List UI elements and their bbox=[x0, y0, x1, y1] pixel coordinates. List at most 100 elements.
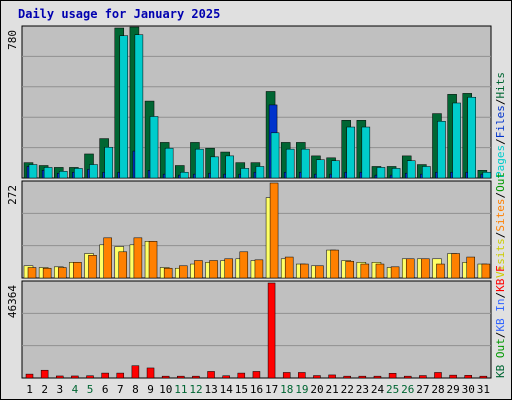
x-tick-label: 1 bbox=[26, 383, 33, 396]
bar-pages bbox=[180, 171, 189, 179]
bar-sites bbox=[436, 263, 445, 279]
legend-top-entry: Hits bbox=[494, 72, 507, 99]
bar-kbf bbox=[56, 375, 64, 379]
legend-middle-entry: Sites bbox=[494, 199, 507, 232]
x-tick-label: 22 bbox=[341, 383, 354, 396]
bar-pages bbox=[225, 155, 234, 179]
bar-pages bbox=[119, 35, 129, 179]
legend-middle-entry: / bbox=[494, 192, 507, 199]
bar-kbf bbox=[252, 371, 261, 379]
bar-sites bbox=[27, 267, 37, 279]
legend-top-entry: / bbox=[494, 138, 507, 145]
bar-sites bbox=[163, 267, 173, 279]
bar-kbf bbox=[86, 375, 94, 379]
legend-bottom-entry: KB F bbox=[494, 265, 507, 292]
bar-kbf bbox=[343, 375, 351, 379]
bar-pages bbox=[270, 132, 280, 179]
bar-kbf bbox=[464, 375, 472, 379]
bar-sites bbox=[148, 241, 158, 279]
bar-pages bbox=[240, 168, 250, 179]
legend-bottom: KB Out/KB In/KB F bbox=[494, 265, 507, 378]
x-tick-label: 21 bbox=[326, 383, 339, 396]
bar-kbf bbox=[479, 375, 488, 379]
x-tick-label: 26 bbox=[401, 383, 414, 396]
bar-pages bbox=[301, 148, 310, 179]
x-tick-label: 7 bbox=[117, 383, 124, 396]
bar-kbf bbox=[25, 373, 34, 379]
bar-kbf bbox=[131, 365, 140, 379]
legend-bottom-entry: Out bbox=[494, 338, 507, 365]
bar-sites bbox=[133, 237, 143, 279]
legend-bottom-entry: KB bbox=[494, 364, 507, 378]
bar-sites bbox=[118, 251, 128, 279]
legend-middle-entry: Out bbox=[494, 172, 507, 192]
legend-middle-entry: Visits bbox=[494, 238, 507, 278]
bar-kbf bbox=[388, 373, 397, 379]
bar-sites bbox=[405, 258, 415, 279]
legend-middle: Visits/Sites/Out bbox=[494, 172, 507, 278]
legend-top-entry: Files bbox=[494, 105, 507, 138]
bar-pages bbox=[43, 167, 53, 179]
bar-sites bbox=[239, 251, 249, 279]
bar-pages bbox=[164, 147, 174, 179]
bar-pages bbox=[361, 126, 371, 179]
bar-pages bbox=[391, 168, 401, 179]
bar-pages bbox=[255, 166, 265, 179]
x-tick-label: 18 bbox=[280, 383, 293, 396]
x-tick-label: 17 bbox=[265, 383, 278, 396]
legend-top: Pages/Files/Hits bbox=[494, 72, 507, 178]
legend-bottom-entry: / bbox=[494, 332, 507, 339]
bar-sites bbox=[421, 258, 430, 279]
x-tick-label: 9 bbox=[147, 383, 154, 396]
chart-title: Daily usage for January 2025 bbox=[18, 7, 221, 21]
panel-middle-ymax-label: 272 bbox=[6, 185, 19, 205]
x-tick-label: 20 bbox=[310, 383, 323, 396]
x-tick-label: 5 bbox=[87, 383, 94, 396]
legend-middle-entry: / bbox=[494, 232, 507, 239]
x-tick-label: 3 bbox=[57, 383, 64, 396]
bar-sites bbox=[88, 255, 97, 279]
bar-kbf bbox=[267, 282, 276, 379]
x-tick-label: 2 bbox=[41, 383, 48, 396]
bar-kbf bbox=[161, 375, 170, 379]
bar-kbf bbox=[207, 371, 215, 379]
bar-pages bbox=[134, 34, 144, 179]
x-tick-label: 16 bbox=[250, 383, 263, 396]
x-tick-label: 30 bbox=[462, 383, 475, 396]
bar-pages bbox=[285, 148, 295, 179]
bar-sites bbox=[179, 265, 188, 279]
bar-pages bbox=[59, 171, 68, 179]
bar-kbf bbox=[328, 374, 336, 379]
bar-pages bbox=[346, 126, 355, 179]
legend-top-entry: Pages bbox=[494, 145, 507, 178]
x-tick-label: 4 bbox=[72, 383, 79, 396]
bar-kbf bbox=[358, 375, 367, 379]
bar-pages bbox=[406, 160, 416, 179]
x-tick-label: 27 bbox=[416, 383, 429, 396]
bar-sites bbox=[42, 267, 52, 279]
bar-sites bbox=[254, 259, 264, 279]
bar-kbf bbox=[116, 372, 125, 379]
bar-pages bbox=[74, 168, 83, 179]
bar-sites bbox=[194, 260, 203, 279]
bar-sites bbox=[300, 263, 309, 279]
bar-kbf bbox=[434, 372, 442, 379]
x-tick-label: 10 bbox=[159, 383, 172, 396]
bar-sites bbox=[466, 256, 475, 279]
x-tick-label: 29 bbox=[447, 383, 460, 396]
x-tick-label: 24 bbox=[371, 383, 385, 396]
bar-pages bbox=[482, 171, 492, 179]
bar-sites bbox=[390, 266, 400, 279]
bar-sites bbox=[330, 249, 339, 279]
bar-pages bbox=[104, 146, 113, 179]
bar-sites bbox=[103, 237, 112, 279]
legend-top-entry: / bbox=[494, 99, 507, 106]
bar-kbf bbox=[177, 375, 185, 379]
bar-pages bbox=[89, 164, 98, 179]
bar-sites bbox=[73, 262, 82, 279]
bar-kbf bbox=[373, 375, 382, 379]
bar-sites bbox=[481, 263, 491, 279]
bar-pages bbox=[467, 96, 476, 179]
panel-top-ymax-label: 780 bbox=[6, 30, 19, 50]
